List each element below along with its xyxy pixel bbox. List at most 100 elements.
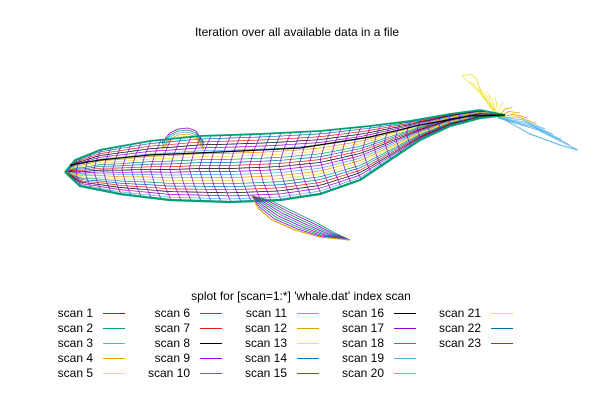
legend-item: scan 7 <box>137 321 232 336</box>
body-rib-line <box>278 132 292 199</box>
body-longitude-line <box>64 112 506 173</box>
legend-item: scan 11 <box>234 306 329 321</box>
body-rib-line <box>102 147 112 193</box>
legend-item: scan 9 <box>137 351 232 366</box>
dorsal-fin-line <box>161 135 205 152</box>
legend-swatch <box>297 343 319 344</box>
body-rib-line <box>330 128 342 187</box>
legend-swatch <box>103 373 125 374</box>
legend-swatch <box>103 313 125 314</box>
tail-fluke-line <box>497 117 554 135</box>
legend-swatch <box>200 313 222 314</box>
legend-item: scan 4 <box>40 351 135 366</box>
legend-item: scan 23 <box>428 336 523 351</box>
body-rib-line <box>438 115 442 131</box>
body-longitude-line <box>64 114 505 176</box>
body-rib-line <box>319 129 332 191</box>
legend-swatch <box>394 358 416 359</box>
body-rib-line <box>169 137 182 201</box>
body-rib-line <box>362 125 372 173</box>
legend-label: scan 4 <box>57 351 93 365</box>
legend-title: splot for [scan=1:*] 'whale.dat' index s… <box>191 289 411 303</box>
legend-label: scan 1 <box>57 306 93 320</box>
legend-label: scan 16 <box>341 306 384 320</box>
legend-swatch <box>297 358 319 359</box>
body-longitude-line <box>64 114 505 181</box>
legend-label: scan 8 <box>154 336 190 350</box>
dorsal-fin-line <box>161 127 205 144</box>
legend-item: scan 3 <box>40 336 135 351</box>
legend-item: scan 1 <box>40 306 135 321</box>
tail-fluke-line <box>497 117 562 140</box>
legend-label: scan 3 <box>57 336 93 350</box>
body-rib-line <box>93 149 102 191</box>
legend-swatch <box>103 328 125 329</box>
legend-swatch <box>200 343 222 344</box>
dorsal-fin-line <box>161 129 205 146</box>
pectoral-fin-line <box>251 195 351 241</box>
legend-item: scan 5 <box>40 366 135 381</box>
body-longitude-line <box>64 114 506 191</box>
body-rib-line <box>395 121 402 153</box>
body-outline <box>64 109 506 173</box>
legend-label: scan 21 <box>438 306 481 320</box>
body-outline <box>64 113 506 204</box>
body-rib-line <box>179 136 192 201</box>
legend-swatch <box>103 358 125 359</box>
legend-swatch <box>394 313 416 314</box>
body-rib-line <box>309 130 322 194</box>
body-longitude-line <box>64 111 506 173</box>
legend-label: scan 12 <box>244 321 287 335</box>
tail-fluke-line <box>497 117 570 146</box>
body-rib-line <box>238 134 252 202</box>
tail-fluke-edge <box>461 73 496 111</box>
legend-item: scan 12 <box>234 321 329 336</box>
tail-fluke-line <box>497 113 529 119</box>
body-rib-line <box>340 127 352 184</box>
body-longitude-line <box>64 113 506 173</box>
legend-label: scan 18 <box>341 336 384 350</box>
legend-label: scan 6 <box>154 306 190 320</box>
body-rib-line <box>373 124 382 167</box>
body-rib-line <box>140 140 152 198</box>
body-rib-line <box>268 132 282 200</box>
tail-fluke-line <box>470 81 499 119</box>
legend-item: scan 8 <box>137 336 232 351</box>
legend-swatch <box>103 343 125 344</box>
legend-swatch <box>394 373 416 374</box>
pectoral-fin-line <box>251 195 351 241</box>
body-rib-line <box>427 117 432 136</box>
body-rib-line <box>188 135 202 202</box>
body-longitude-line <box>64 111 506 173</box>
body-longitude-line <box>64 114 506 188</box>
body-rib-line <box>159 138 172 201</box>
legend-item: scan 6 <box>137 306 232 321</box>
legend-item: scan 18 <box>331 336 426 351</box>
back-ridge-line <box>69 114 506 166</box>
pectoral-fin-line <box>251 195 351 241</box>
body-rib-line <box>406 120 412 147</box>
legend-label: scan 7 <box>154 321 190 335</box>
legend-swatch <box>491 328 513 329</box>
body-longitude-line <box>64 113 506 173</box>
body-longitude-line <box>64 114 506 174</box>
legend-swatch <box>297 328 319 329</box>
legend-label: scan 22 <box>438 321 481 335</box>
legend-label: scan 15 <box>244 366 287 380</box>
legend-item: scan 16 <box>331 306 426 321</box>
legend-swatch <box>394 328 416 329</box>
tail-fluke-line <box>497 117 546 130</box>
body-longitude-line <box>64 114 506 185</box>
body-rib-line <box>218 134 232 203</box>
body-rib-line <box>84 153 92 189</box>
legend-label: scan 11 <box>245 306 287 320</box>
pectoral-fin-line <box>251 195 351 241</box>
body-longitude-line <box>64 114 505 179</box>
tail-fluke-line <box>461 75 499 119</box>
legend-label: scan 20 <box>341 366 384 380</box>
tail-fluke-line <box>497 116 537 124</box>
legend-item: scan 22 <box>428 321 523 336</box>
body-rib-line <box>299 131 312 196</box>
body-rib-line <box>198 135 212 202</box>
